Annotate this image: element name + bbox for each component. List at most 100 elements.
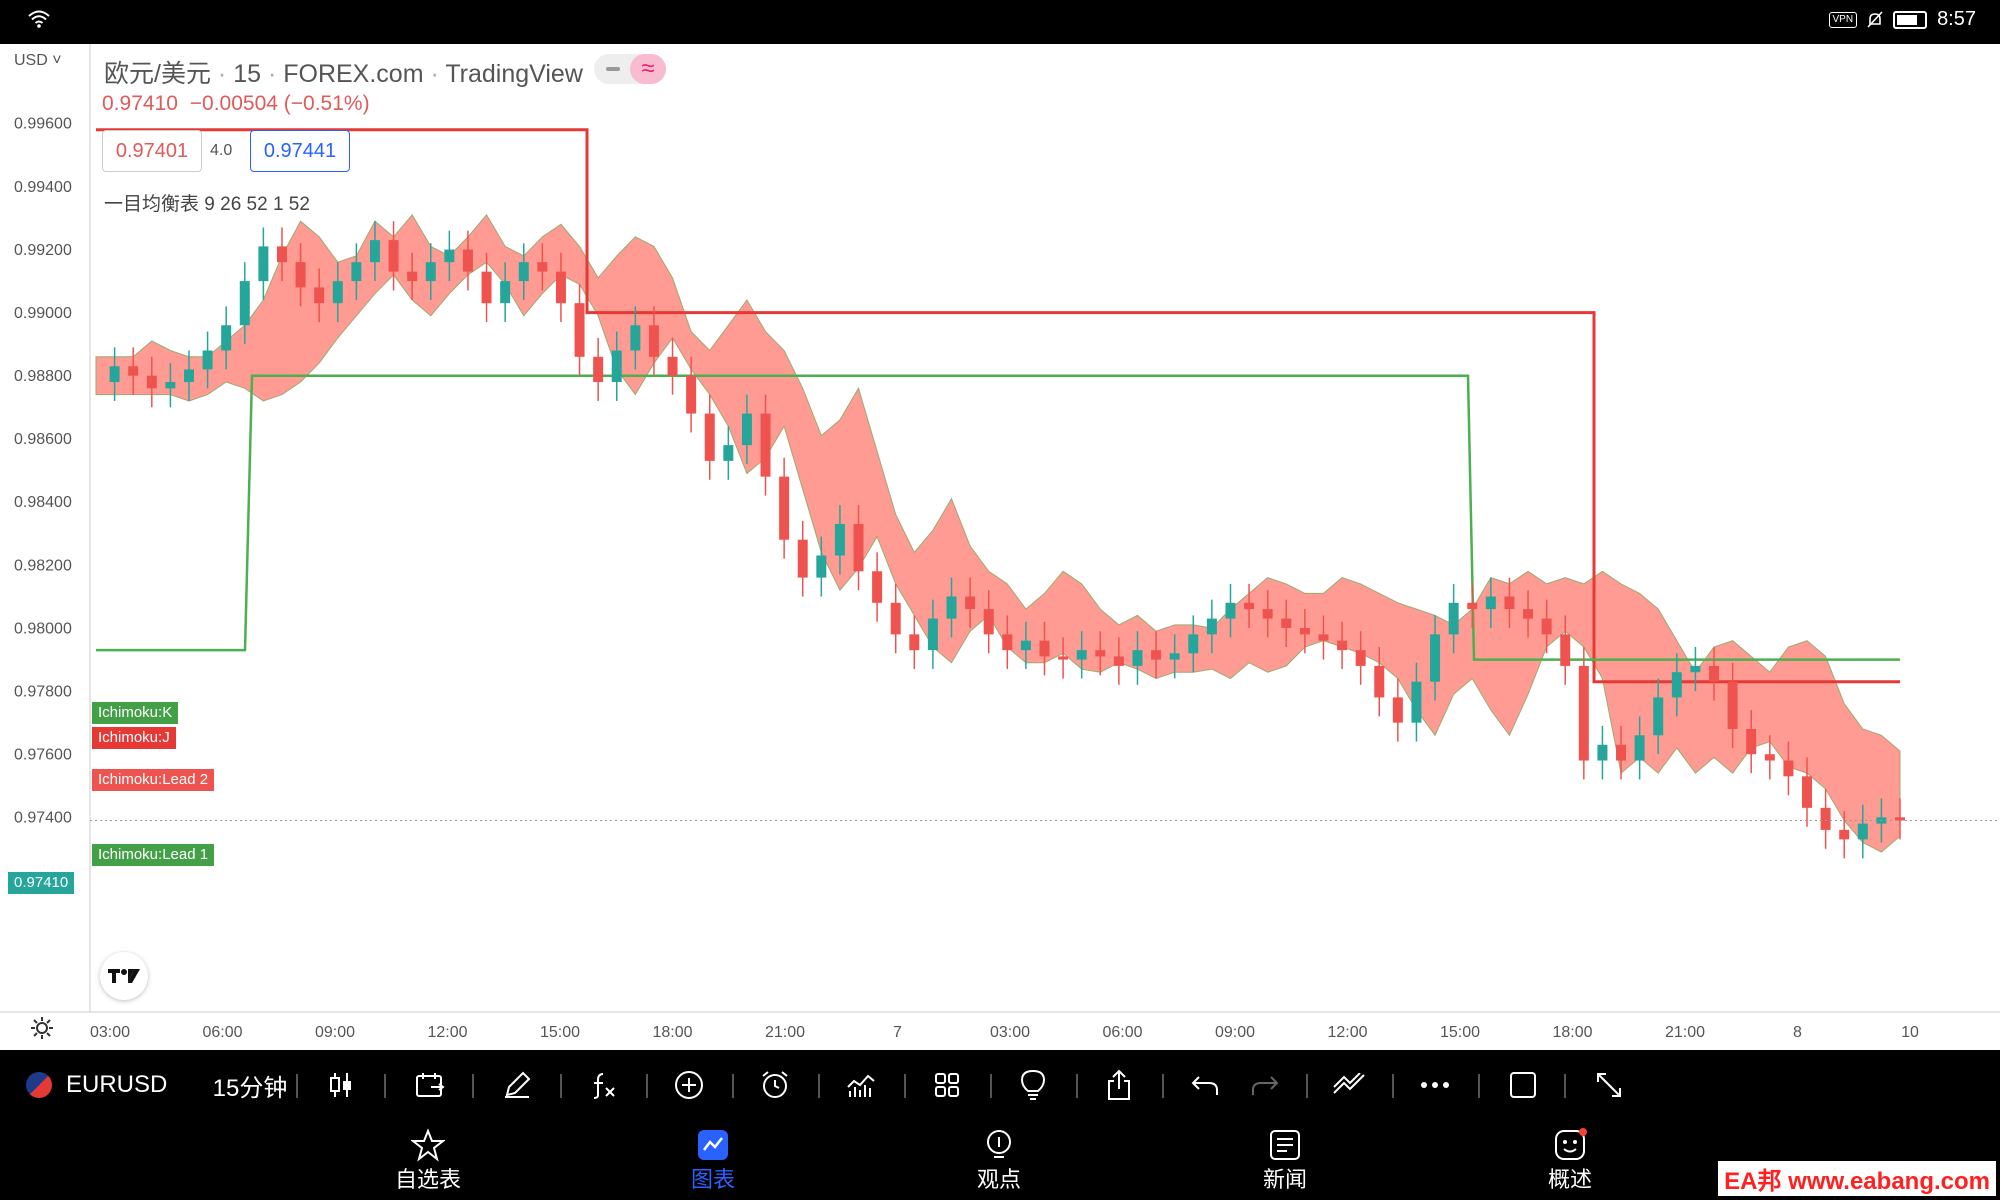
toolbar-divider bbox=[472, 1074, 474, 1098]
candle-body bbox=[500, 281, 511, 304]
candle-body bbox=[1523, 609, 1534, 619]
candle-body bbox=[574, 303, 585, 357]
chart-area[interactable]: 0.99600 0.99400 0.99200 0.99000 0.98800 0.986… bbox=[0, 44, 2000, 1050]
candle-body bbox=[1895, 817, 1905, 821]
gear-icon bbox=[31, 1017, 53, 1039]
symbol-selector[interactable]: EURUSD bbox=[26, 1050, 176, 1120]
nav-overview[interactable]: 概述 bbox=[1500, 1128, 1640, 1194]
more-button[interactable] bbox=[1410, 1050, 1460, 1120]
compare-button[interactable] bbox=[406, 1050, 456, 1120]
x-tick-label: 06:00 bbox=[202, 1024, 242, 1041]
candle-body bbox=[630, 325, 641, 351]
candle-body bbox=[1076, 650, 1087, 660]
candle-body bbox=[332, 281, 343, 304]
candle-body bbox=[276, 246, 287, 263]
plus-circle-icon bbox=[675, 1071, 703, 1099]
x-tick-label: 09:00 bbox=[315, 1024, 355, 1041]
undo-icon bbox=[1191, 1076, 1218, 1095]
candle-body bbox=[146, 375, 157, 389]
share-button[interactable] bbox=[1094, 1050, 1144, 1120]
price-chart[interactable]: 0.99600 0.99400 0.99200 0.99000 0.98800 0.986… bbox=[0, 44, 2000, 1050]
candle-body bbox=[667, 356, 678, 376]
window-button[interactable] bbox=[1498, 1050, 1548, 1120]
candle-body bbox=[295, 262, 306, 288]
candle-body bbox=[648, 325, 659, 357]
candle-body bbox=[927, 618, 938, 651]
candle-body bbox=[1374, 665, 1385, 698]
undo-button[interactable] bbox=[1180, 1050, 1230, 1120]
nav-watchlist[interactable]: 自选表 bbox=[358, 1128, 498, 1194]
candle-body bbox=[965, 596, 976, 610]
settings-gear[interactable] bbox=[30, 1016, 54, 1045]
x-tick-label: 03:00 bbox=[990, 1024, 1030, 1041]
nav-news[interactable]: 新闻 bbox=[1215, 1128, 1355, 1194]
symbol-name[interactable]: 欧元/美元 bbox=[104, 60, 211, 88]
legend-lead2: Ichimoku:Lead 2 bbox=[92, 769, 215, 791]
add-button[interactable] bbox=[664, 1050, 714, 1120]
fullscreen-button[interactable] bbox=[1584, 1050, 1634, 1120]
candle-body bbox=[1802, 776, 1813, 808]
candle-body bbox=[1578, 665, 1589, 761]
toolbar-divider bbox=[1478, 1074, 1480, 1098]
candle-body bbox=[1151, 650, 1162, 660]
y-tick-label: 0.98000 bbox=[14, 620, 72, 637]
candle-body bbox=[1411, 681, 1422, 723]
news-icon bbox=[1270, 1130, 1300, 1160]
x-tick-label: 18:00 bbox=[652, 1024, 692, 1041]
battery-icon bbox=[1893, 10, 1928, 29]
x-tick-label: 21:00 bbox=[1665, 1024, 1705, 1041]
mute-icon bbox=[1867, 10, 1883, 28]
sell-button[interactable]: 0.97401 bbox=[102, 130, 202, 172]
drawing-button[interactable] bbox=[492, 1050, 542, 1120]
y-tick-label: 0.98400 bbox=[14, 494, 72, 511]
trade-button[interactable] bbox=[1324, 1050, 1374, 1120]
indicators-button[interactable] bbox=[578, 1050, 628, 1120]
candle-body bbox=[537, 262, 548, 272]
candle-body bbox=[1225, 602, 1236, 619]
toolbar-divider bbox=[904, 1074, 906, 1098]
candle-body bbox=[853, 523, 864, 572]
lightbulb-icon bbox=[1020, 1069, 1046, 1100]
candle-body bbox=[1113, 656, 1124, 666]
layout-button[interactable] bbox=[922, 1050, 972, 1120]
candle-body bbox=[1597, 744, 1608, 761]
current-price-tag: 0.97410 bbox=[8, 872, 75, 894]
indicator-label[interactable]: 一目均衡表 9 26 52 1 52 bbox=[104, 194, 310, 215]
buy-button[interactable]: 0.97441 bbox=[250, 130, 350, 172]
header-toggle[interactable]: ≈ bbox=[594, 54, 666, 84]
bar-chart-icon bbox=[847, 1074, 875, 1097]
interval-label[interactable]: 15 bbox=[233, 60, 261, 88]
candle-body bbox=[816, 555, 827, 578]
y-tick-label: 0.99000 bbox=[14, 305, 72, 322]
candle-body bbox=[1634, 735, 1645, 761]
candle-body bbox=[946, 596, 957, 619]
x-tick-label: 8 bbox=[1793, 1024, 1802, 1041]
price-change: −0.00504 (−0.51%) bbox=[189, 92, 370, 115]
candle-body bbox=[1355, 650, 1366, 666]
chart-style-button[interactable] bbox=[836, 1050, 886, 1120]
x-tick-label: 18:00 bbox=[1552, 1024, 1592, 1041]
candle-body bbox=[890, 602, 901, 635]
candle-body bbox=[1002, 634, 1013, 651]
symbol-header: 欧元/美元 · 15 · FOREX.com · TradingView bbox=[104, 60, 583, 88]
candle-body bbox=[221, 325, 232, 351]
ideas-button[interactable] bbox=[1008, 1050, 1058, 1120]
currency-selector[interactable]: USD ˅ bbox=[14, 52, 62, 69]
toolbar-divider bbox=[296, 1074, 298, 1098]
candle-type-button[interactable] bbox=[316, 1050, 366, 1120]
nav-ideas[interactable]: 观点 bbox=[929, 1128, 1069, 1194]
exchange-label: FOREX.com bbox=[283, 60, 424, 88]
wifi-icon bbox=[28, 10, 50, 28]
grid-icon bbox=[935, 1073, 959, 1097]
star-icon bbox=[411, 1128, 445, 1162]
candle-body bbox=[1262, 609, 1273, 619]
candle-body bbox=[1095, 650, 1106, 657]
tradingview-logo[interactable] bbox=[100, 952, 148, 1000]
nav-chart[interactable]: 图表 bbox=[643, 1128, 783, 1194]
candle-body bbox=[909, 634, 920, 651]
redo-button[interactable] bbox=[1240, 1050, 1290, 1120]
candle-body bbox=[1616, 744, 1627, 761]
interval-selector[interactable]: 15分钟 bbox=[212, 1074, 288, 1102]
alert-button[interactable] bbox=[750, 1050, 800, 1120]
candle-body bbox=[518, 262, 529, 282]
